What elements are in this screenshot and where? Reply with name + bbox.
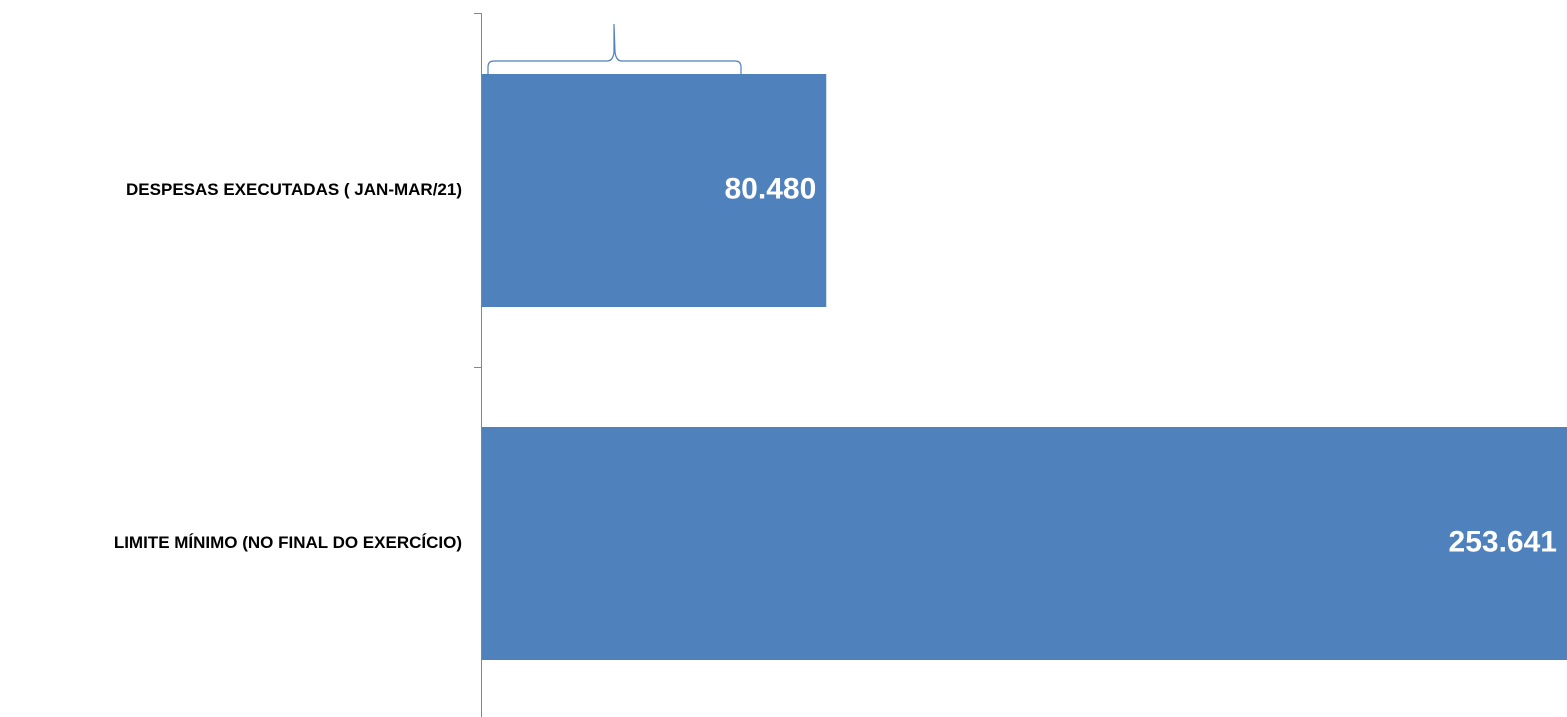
- value-labels-group: 80.480 253.641: [725, 172, 1557, 558]
- value-label-2: 253.641: [1449, 525, 1557, 558]
- bars-group: [482, 74, 1567, 660]
- category-label-1: DESPESAS EXECUTADAS ( JAN-MAR/21): [126, 180, 462, 199]
- category-labels-group: DESPESAS EXECUTADAS ( JAN-MAR/21) LIMITE …: [114, 180, 462, 552]
- value-label-1: 80.480: [725, 172, 817, 205]
- category-label-2: LIMITE MÍNIMO (NO FINAL DO EXERCÍCIO): [114, 533, 462, 552]
- bar-1: [482, 74, 827, 307]
- brace-annotation: [487, 23, 742, 74]
- bar-2: [482, 427, 1567, 660]
